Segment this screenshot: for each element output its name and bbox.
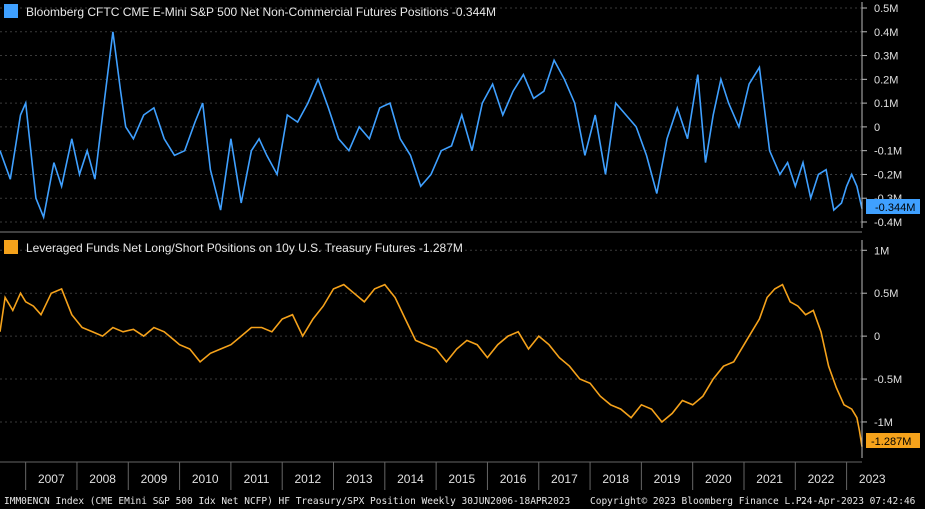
x-tick-label: 2011: [244, 472, 270, 486]
x-tick-label: 2020: [705, 472, 732, 486]
footer-timestamp: 24-Apr-2023 07:42:46: [801, 496, 916, 507]
bottom-panel: Leveraged Funds Net Long/Short P0sitions…: [0, 240, 920, 458]
top-panel: Bloomberg CFTC CME E-Mini S&P 500 Net No…: [0, 2, 920, 229]
chart-canvas: Bloomberg CFTC CME E-Mini S&P 500 Net No…: [0, 2, 920, 490]
footer-source: IMM0ENCN Index (CME EMini S&P 500 Idx Ne…: [4, 496, 571, 507]
x-tick-label: 2012: [295, 472, 322, 486]
top-series-line: [0, 31, 863, 221]
bottom-last-value-badge: -1.287M: [866, 433, 920, 448]
bottom-series-line: [0, 283, 863, 447]
y-tick-label: 0.3M: [874, 51, 898, 63]
bottom-y-axis: 1M 0.5M 0 -0.5M -1M: [861, 240, 902, 458]
top-legend-swatch: [4, 4, 18, 18]
x-tick-label: 2023: [859, 472, 886, 486]
x-tick-label: 2015: [448, 472, 475, 486]
x-tick-label: 2019: [654, 472, 681, 486]
x-tick-label: 2008: [89, 472, 116, 486]
x-tick-label: 2010: [192, 472, 219, 486]
y-tick-label: -1M: [874, 417, 893, 429]
y-tick-label: -0.5M: [874, 374, 902, 386]
x-axis: 2007 2008 2009 2010 2011 2012 2013 2014 2015 2016…: [0, 461, 886, 490]
bottom-panel-gridlines: [0, 249, 862, 423]
y-tick-label: 0: [874, 331, 880, 343]
x-tick-label: 2007: [38, 472, 65, 486]
y-tick-label: 0.5M: [874, 3, 898, 15]
top-panel-gridlines: [0, 7, 862, 223]
bottom-last-value-label: -1.287M: [871, 436, 911, 448]
y-tick-label: 1M: [874, 245, 889, 257]
top-last-value-label: -0.344M: [875, 202, 915, 214]
y-tick-label: 0.4M: [874, 27, 898, 39]
x-tick-label: 2013: [346, 472, 373, 486]
top-y-axis: 0.5M0.4M0.3M0.2M0.1M0-0.1M-0.2M-0.3M-0.4…: [861, 2, 902, 229]
bottom-legend-swatch: [4, 240, 18, 254]
footer-copyright: Copyright© 2023 Bloomberg Finance L.P.: [590, 496, 808, 507]
x-tick-label: 2018: [602, 472, 629, 486]
top-panel-title: Bloomberg CFTC CME E-Mini S&P 500 Net No…: [26, 5, 496, 19]
y-tick-label: 0.1M: [874, 98, 898, 110]
y-tick-label: -0.4M: [874, 217, 902, 229]
y-tick-label: -0.2M: [874, 169, 902, 181]
bottom-panel-title: Leveraged Funds Net Long/Short P0sitions…: [26, 241, 463, 255]
y-tick-label: -0.1M: [874, 146, 902, 158]
x-tick-label: 2017: [551, 472, 578, 486]
x-tick-label: 2022: [808, 472, 835, 486]
y-tick-label: 0.2M: [874, 74, 898, 86]
x-tick-label: 2009: [141, 472, 168, 486]
x-tick-label: 2016: [500, 472, 527, 486]
top-last-value-badge: -0.344M: [866, 199, 920, 214]
x-tick-label: 2014: [397, 472, 424, 486]
y-tick-label: 0.5M: [874, 288, 898, 300]
x-tick-label: 2021: [756, 472, 783, 486]
y-tick-label: 0: [874, 122, 880, 134]
footer: IMM0ENCN Index (CME EMini S&P 500 Idx Ne…: [0, 494, 925, 509]
